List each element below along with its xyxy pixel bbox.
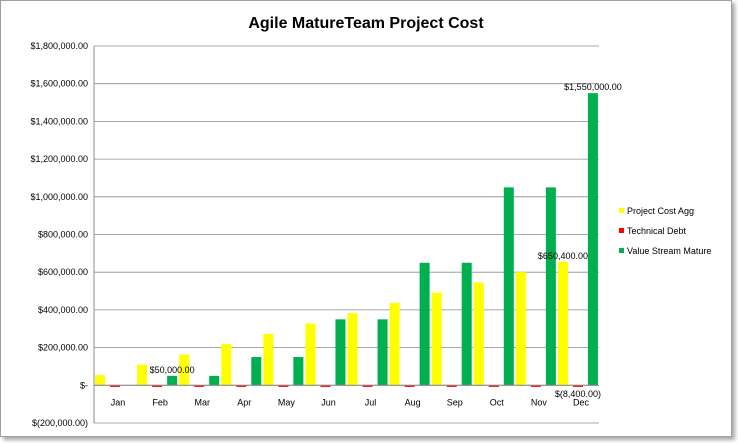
bar-technical-debt	[488, 385, 499, 387]
bar-value-stream-mature	[209, 375, 220, 386]
x-tick-label: Jan	[111, 397, 126, 407]
legend-label: Technical Debt	[627, 226, 687, 236]
bar-value-stream-mature	[335, 319, 346, 386]
y-tick-label: $1,800,000.00	[30, 41, 88, 51]
bar-value-stream-mature	[167, 375, 178, 386]
y-tick-label: $-	[80, 380, 88, 390]
bar-technical-debt	[110, 385, 121, 387]
data-label: $1,550,000.00	[564, 82, 622, 92]
label-layer: $50,000.00 $1,550,000.00 $650,400.00 $(8,40…	[150, 82, 622, 399]
axis-layer: $(200,000.00) $- $200,000.00 $400,000.00 $60…	[30, 41, 599, 428]
legend-swatch	[619, 208, 624, 213]
y-tick-label: $1,600,000.00	[30, 79, 88, 89]
legend-label: Value Stream Mature	[627, 246, 711, 256]
bar-project-cost-agg	[263, 333, 274, 386]
data-label: $50,000.00	[150, 365, 195, 375]
bar-technical-debt	[320, 385, 331, 387]
bar-project-cost-agg	[557, 261, 568, 386]
x-tick-label: Dec	[573, 397, 590, 407]
bar-project-cost-agg	[431, 292, 442, 386]
bar-project-cost-agg	[473, 282, 484, 386]
x-tick-label: Apr	[237, 397, 251, 407]
legend-label: Project Cost Agg	[627, 206, 694, 216]
y-tick-label: $600,000.00	[38, 267, 88, 277]
bar-project-cost-agg	[389, 302, 400, 386]
x-tick-label: Feb	[152, 397, 168, 407]
x-tick-label: Sep	[447, 397, 463, 407]
y-tick-label: $200,000.00	[38, 343, 88, 353]
bar-technical-debt	[530, 385, 541, 387]
chart-frame: Agile MatureTeam Project Cost $(200,000.…	[0, 0, 732, 437]
bar-technical-debt	[572, 385, 583, 387]
bar-technical-debt	[236, 385, 247, 387]
bar-technical-debt	[362, 385, 373, 387]
x-tick-label: Jul	[365, 397, 377, 407]
x-tick-label: Jun	[321, 397, 336, 407]
bar-project-cost-agg	[221, 344, 232, 386]
bar-project-cost-agg	[95, 375, 106, 386]
data-label: $(8,400.00)	[555, 389, 601, 399]
y-tick-label: $1,200,000.00	[30, 154, 88, 164]
bar-technical-debt	[446, 385, 457, 387]
x-tick-label: May	[278, 397, 296, 407]
bar-project-cost-agg	[347, 313, 358, 386]
bar-value-stream-mature	[251, 357, 262, 386]
bar-layer	[95, 93, 598, 387]
y-tick-label: $(200,000.00)	[32, 418, 88, 428]
legend: Project Cost Agg Technical Debt Value Stre…	[619, 206, 711, 256]
legend-swatch	[619, 248, 624, 253]
x-tick-label: Nov	[531, 397, 548, 407]
bar-value-stream-mature	[293, 357, 304, 386]
chart-title: Agile MatureTeam Project Cost	[248, 15, 484, 32]
y-tick-label: $400,000.00	[38, 305, 88, 315]
x-tick-label: Oct	[490, 397, 505, 407]
bar-value-stream-mature	[419, 262, 430, 386]
bar-technical-debt	[194, 385, 205, 387]
y-tick-label: $1,400,000.00	[30, 116, 88, 126]
legend-swatch	[619, 228, 624, 233]
bar-value-stream-mature	[545, 187, 556, 386]
bar-value-stream-mature	[461, 262, 472, 386]
bar-project-cost-agg	[515, 272, 526, 386]
x-tick-label: Mar	[194, 397, 210, 407]
bar-project-cost-agg	[137, 364, 148, 386]
y-tick-label: $1,000,000.00	[30, 192, 88, 202]
bar-technical-debt	[404, 385, 415, 387]
chart-svg: Agile MatureTeam Project Cost $(200,000.…	[30, 15, 711, 428]
bar-technical-debt	[152, 385, 163, 387]
bar-value-stream-mature	[503, 187, 514, 386]
bar-value-stream-mature	[377, 319, 388, 386]
data-label: $650,400.00	[538, 251, 588, 261]
bar-project-cost-agg	[305, 323, 316, 386]
bar-project-cost-agg	[179, 354, 190, 386]
bar-technical-debt	[278, 385, 289, 387]
bar-value-stream-mature	[587, 93, 598, 386]
x-tick-label: Aug	[405, 397, 421, 407]
y-tick-label: $800,000.00	[38, 230, 88, 240]
